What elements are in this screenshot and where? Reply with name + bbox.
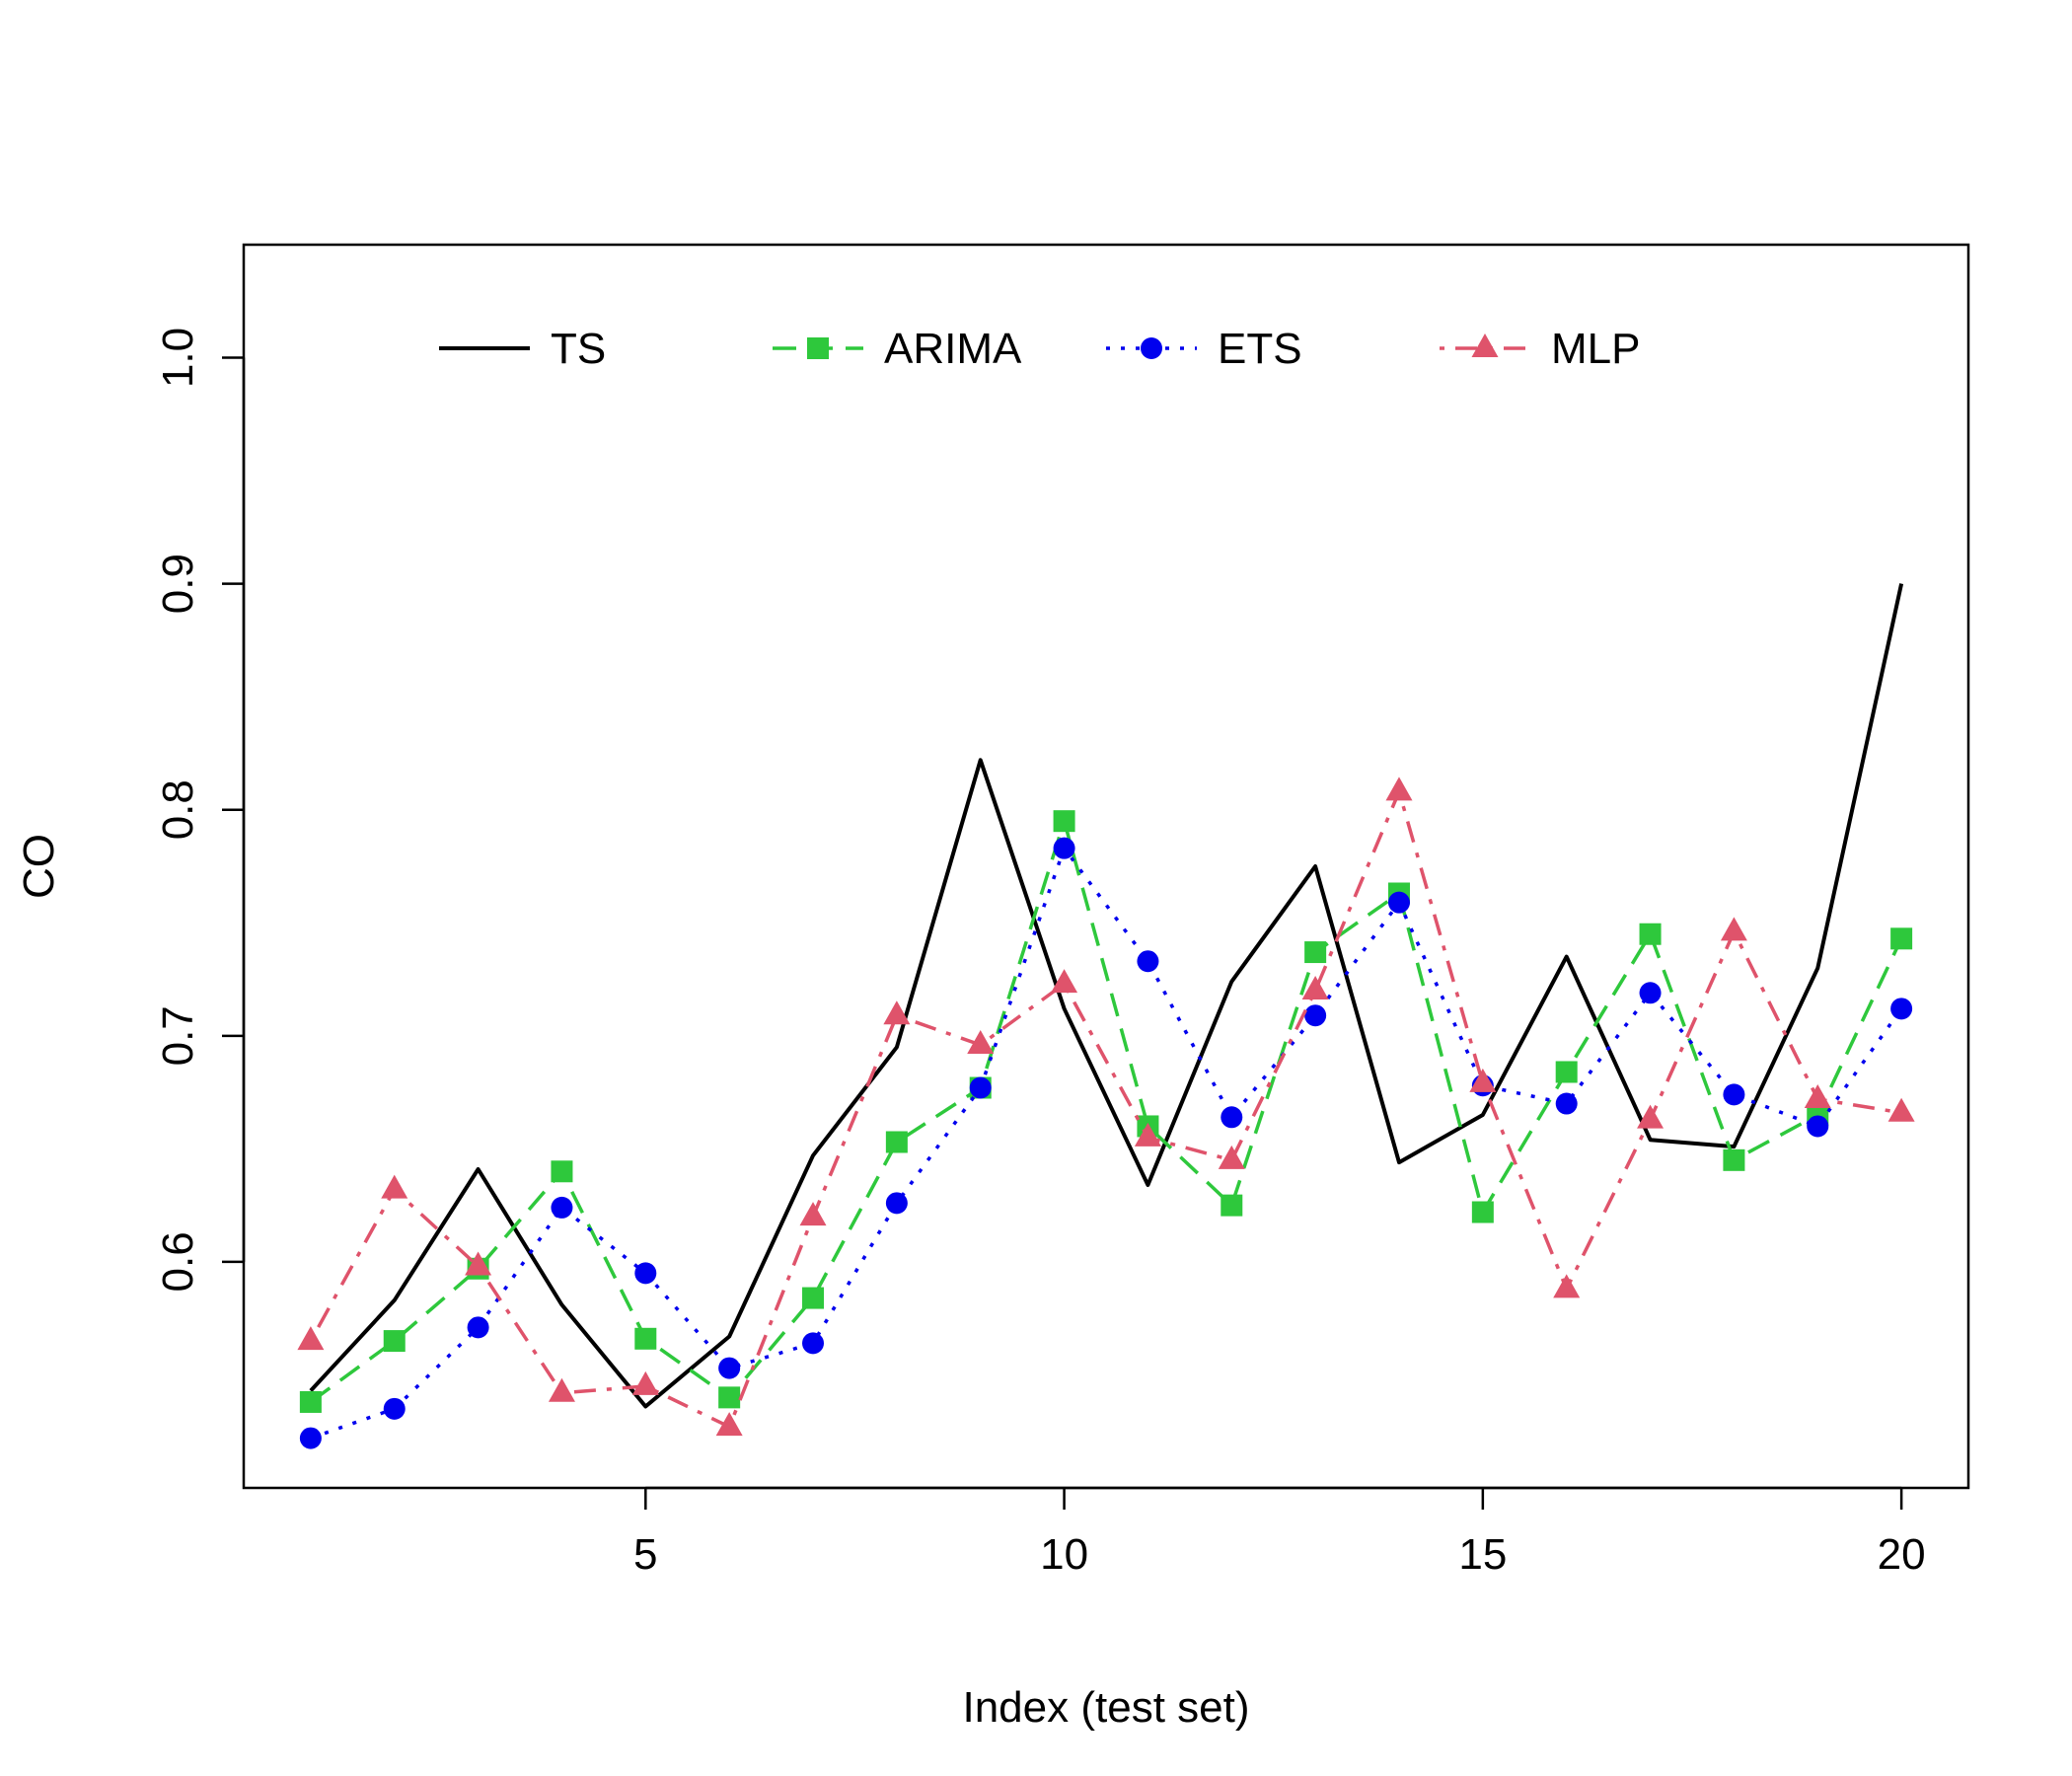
data-point-arima [1890,927,1913,950]
x-axis: 5 10 15 20 [633,1486,1926,1579]
y-tick-label: 0.6 [154,1231,202,1292]
data-point-mlp [967,1029,995,1054]
legend-label-ets: ETS [1218,325,1302,373]
legend: TS ARIMA ETS MLP [439,325,1640,373]
series-mlp [297,777,1915,1437]
data-point-mlp [548,1377,575,1402]
data-point-mlp [1553,1274,1581,1298]
legend-label-mlp: MLP [1551,325,1640,373]
data-point-ets [1807,1115,1829,1138]
data-point-ets [1890,998,1913,1020]
data-point-ets [802,1332,825,1355]
legend-marker-arima [807,337,829,359]
data-point-mlp [1469,1068,1497,1092]
plot-layer [297,583,1915,1449]
data-point-mlp [465,1251,492,1276]
data-point-arima [1723,1148,1745,1171]
data-point-arima [383,1330,406,1353]
data-point-arima [802,1287,825,1309]
data-point-arima [718,1386,741,1409]
y-axis-label: CO [15,834,63,899]
legend-item-mlp: MLP [1440,325,1640,373]
data-point-arima [1304,941,1327,964]
data-point-mlp [883,1000,911,1025]
x-tick-label: 20 [1878,1530,1926,1579]
y-tick-label: 0.7 [154,1005,202,1066]
series-ts [309,583,1904,1409]
legend-item-arima: ARIMA [773,325,1022,373]
data-point-arima [1471,1201,1494,1223]
x-axis-label: Index (test set) [962,1683,1249,1732]
data-point-arima [551,1160,573,1183]
data-point-ets [885,1192,908,1215]
data-point-arima [1555,1061,1578,1083]
data-point-ets [1723,1083,1745,1106]
series-line-arima [309,819,1903,1404]
data-point-mlp [1218,1145,1245,1169]
data-point-arima [299,1390,322,1413]
data-point-ets [718,1357,741,1379]
x-tick-label: 10 [1040,1530,1088,1579]
data-point-arima [634,1327,657,1350]
data-point-mlp [1804,1083,1831,1108]
data-point-mlp [297,1326,325,1351]
data-point-ets [634,1262,657,1285]
data-point-mlp [1720,917,1747,941]
data-point-mlp [1887,1097,1915,1122]
y-tick-label: 1.0 [154,328,202,388]
series-arima [299,810,1913,1413]
legend-marker-mlp [1471,333,1499,357]
legend-item-ts: TS [439,325,606,373]
data-point-ets [1137,950,1159,973]
data-point-mlp [715,1412,743,1437]
data-point-arima [1639,923,1662,945]
y-tick-label: 0.8 [154,779,202,840]
data-point-ets [467,1316,489,1339]
data-point-mlp [799,1202,827,1226]
data-point-arima [1053,810,1075,833]
data-point-ets [1555,1092,1578,1115]
data-point-ets [1221,1106,1243,1129]
data-point-ets [1387,891,1410,914]
y-axis: 0.6 0.7 0.8 0.9 1.0 [154,328,246,1292]
legend-label-ts: TS [551,325,606,373]
data-point-mlp [1637,1104,1665,1129]
data-point-mlp [1134,1122,1161,1147]
data-point-ets [1639,982,1662,1004]
data-point-ets [551,1196,573,1219]
data-point-mlp [381,1174,408,1199]
data-point-ets [1053,837,1075,859]
series-line-ts [309,583,1904,1409]
y-tick-label: 0.9 [154,554,202,614]
data-point-arima [885,1131,908,1153]
data-point-mlp [1301,976,1329,999]
data-point-ets [1304,1004,1327,1027]
data-point-ets [299,1427,322,1449]
data-point-ets [969,1076,992,1099]
data-point-mlp [1051,969,1078,994]
series-line-mlp [309,789,1902,1429]
legend-item-ets: ETS [1106,325,1302,373]
x-tick-label: 15 [1458,1530,1507,1579]
data-point-arima [1221,1194,1243,1217]
data-point-mlp [631,1370,659,1395]
data-point-ets [383,1397,406,1420]
legend-marker-ets [1141,337,1162,359]
legend-label-arima: ARIMA [884,325,1022,373]
x-tick-label: 5 [633,1530,657,1579]
data-point-mlp [1385,777,1413,801]
